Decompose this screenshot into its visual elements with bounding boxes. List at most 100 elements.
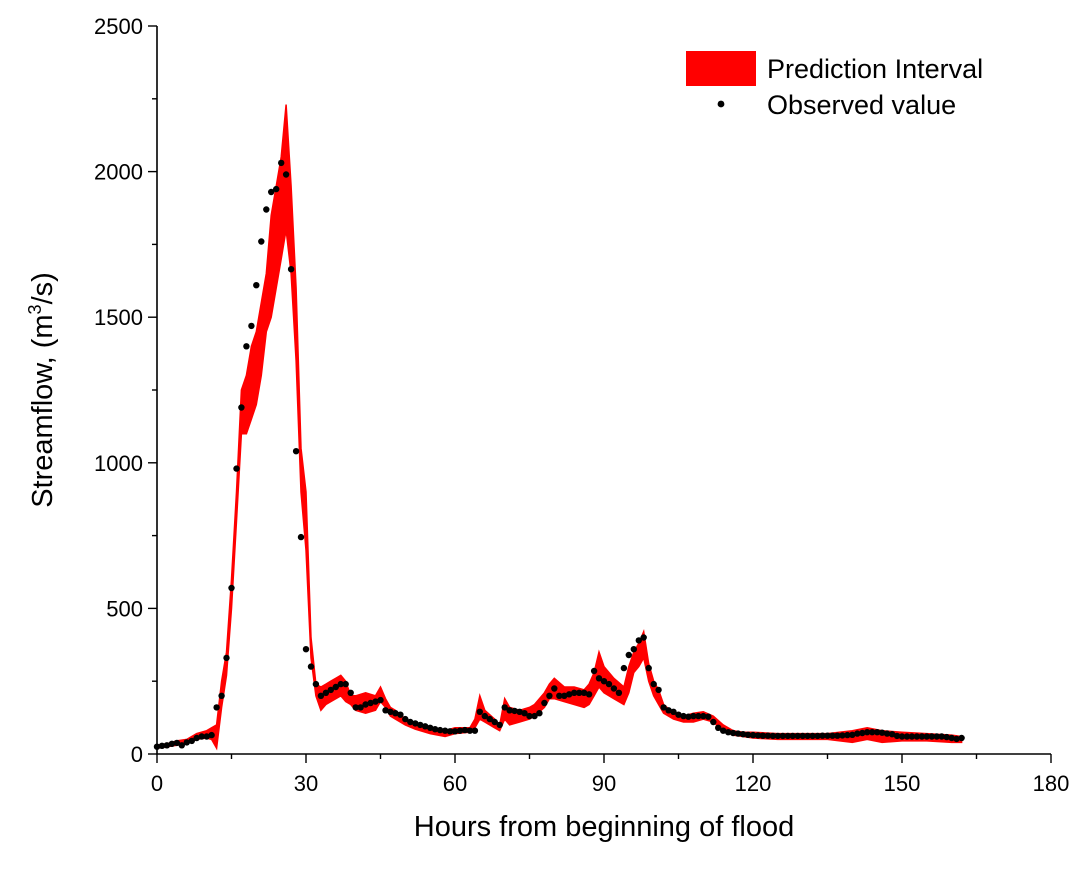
observed-point <box>620 664 628 672</box>
observed-point <box>585 691 593 698</box>
observed-point <box>203 733 210 740</box>
observed-point <box>253 282 260 289</box>
observed-point <box>849 731 856 738</box>
observed-point <box>317 692 325 699</box>
observed-point <box>700 712 707 720</box>
observed-point <box>352 704 359 711</box>
observed-point <box>754 732 762 739</box>
observed-point <box>660 704 667 711</box>
observed-point <box>605 680 613 688</box>
observed-point <box>372 698 379 705</box>
observed-point <box>466 727 474 734</box>
observed-point <box>511 707 518 715</box>
observed-point <box>377 696 384 704</box>
x-tick-label: 0 <box>151 771 163 796</box>
observed-point <box>541 699 548 707</box>
y-ticks: 0 500 1000 1500 2000 2500 <box>94 14 157 767</box>
observed-point <box>193 734 200 742</box>
observed-point <box>859 729 866 737</box>
legend-band-swatch <box>686 51 756 86</box>
observed-point <box>402 715 409 723</box>
legend-dot-observed <box>717 100 725 108</box>
observed-point <box>734 730 742 737</box>
observed-point <box>854 730 861 737</box>
observed-point <box>258 238 265 245</box>
observed-point <box>655 686 662 694</box>
observed-point <box>228 584 235 592</box>
observed-point <box>436 726 444 734</box>
observed-point <box>898 733 906 740</box>
observed-point <box>670 708 677 715</box>
observed-point <box>412 720 419 727</box>
observed-point <box>531 712 538 720</box>
legend-label-prediction-interval: Prediction Interval <box>767 54 983 84</box>
y-tick-label: 1500 <box>94 305 143 330</box>
observed-point <box>297 533 305 541</box>
observed-point <box>844 731 851 739</box>
observed-point <box>362 701 369 708</box>
x-axis-title: Hours from beginning of flood <box>414 811 794 843</box>
observed-point <box>874 729 881 736</box>
observed-point <box>327 686 334 694</box>
observed-point <box>521 710 528 717</box>
observed-point <box>908 733 916 740</box>
observed-point <box>446 728 454 735</box>
observed-point <box>471 727 479 734</box>
observed-point <box>491 718 498 726</box>
observed-point <box>938 733 945 740</box>
observed-point <box>188 737 195 745</box>
observed-point <box>635 637 642 644</box>
observed-point <box>948 734 955 742</box>
observed-point <box>431 726 439 733</box>
observed-point <box>615 689 623 696</box>
observed-point <box>307 663 315 670</box>
observed-point <box>322 689 330 696</box>
observed-point <box>680 712 687 720</box>
observed-point <box>720 727 727 734</box>
observed-point <box>183 739 190 746</box>
observed-point <box>824 732 831 739</box>
observed-point <box>739 731 747 738</box>
observed-points <box>153 159 965 750</box>
x-tick-label: 180 <box>1033 771 1070 796</box>
observed-point <box>282 171 290 178</box>
observed-point <box>248 322 255 330</box>
observed-point <box>789 732 796 740</box>
observed-point <box>357 704 364 711</box>
observed-point <box>387 708 394 715</box>
observed-point <box>496 721 503 729</box>
x-ticks: 0 30 60 90 120 150 180 <box>151 754 1069 796</box>
observed-point <box>178 742 185 749</box>
observed-point <box>486 715 493 723</box>
x-tick-label: 30 <box>294 771 318 796</box>
y-axis-title-end: /s) <box>27 272 59 304</box>
observed-point <box>883 730 891 737</box>
observed-point <box>769 732 777 740</box>
observed-point <box>243 343 250 350</box>
observed-point <box>690 712 697 720</box>
observed-point <box>347 689 354 696</box>
observed-point <box>590 667 598 675</box>
y-axis-title: Streamflow, (m3/s) <box>25 272 59 508</box>
observed-point <box>918 733 926 740</box>
y-tick-label: 2500 <box>94 14 143 39</box>
observed-point <box>461 726 469 734</box>
observed-point <box>784 732 791 740</box>
observed-point <box>456 727 464 734</box>
observed-point <box>268 188 275 196</box>
observed-point <box>749 731 757 739</box>
observed-point <box>744 731 752 738</box>
observed-point <box>610 685 618 692</box>
observed-point <box>839 732 846 739</box>
observed-point <box>710 718 717 726</box>
legend-label-observed-value: Observed value <box>767 90 956 120</box>
observed-point <box>168 740 176 747</box>
observed-point <box>705 713 712 720</box>
observed-point <box>819 732 826 739</box>
observed-point <box>292 448 300 455</box>
observed-point <box>312 680 320 688</box>
observed-point <box>218 692 225 699</box>
observed-point <box>173 739 181 747</box>
observed-point <box>451 728 459 735</box>
